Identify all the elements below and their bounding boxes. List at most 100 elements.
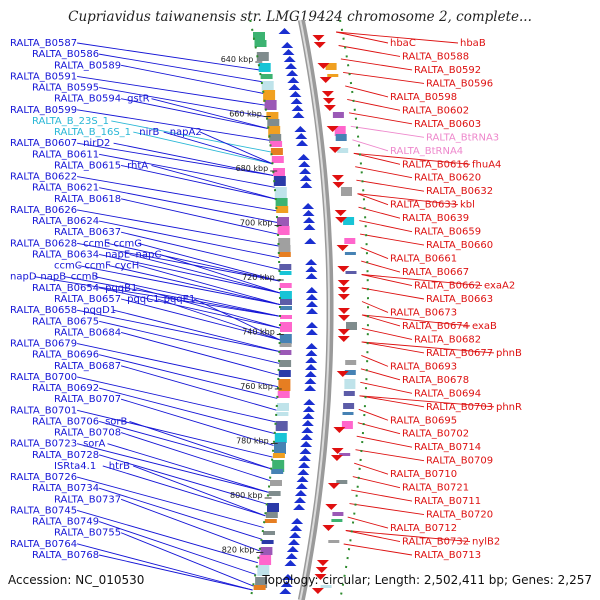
gene-label-right[interactable]: RALTA_B0677 <box>426 348 493 359</box>
gene-label-right[interactable]: RALTA_B0721 <box>402 483 469 494</box>
gene-label-left[interactable]: ccmG <box>114 238 143 249</box>
gene-label-left[interactable]: RALTA_B0707 <box>54 394 121 405</box>
gene-label-left[interactable]: RALTA_B0599 <box>10 105 77 116</box>
gene-label-right[interactable]: RALTA_B0598 <box>390 92 457 103</box>
gene-label-left[interactable]: RALTA_B0708 <box>54 428 121 439</box>
gene-label-right[interactable]: RALTA_B0588 <box>402 51 469 62</box>
gene-label-left[interactable]: RALTA_B0654 <box>32 283 99 294</box>
gene-label-right[interactable]: RALTA_BtRNA3 <box>426 132 499 143</box>
gene-label-left[interactable]: RALTA_B0586 <box>32 49 99 60</box>
gene-label-left[interactable]: RALTA_B0621 <box>32 183 99 194</box>
gene-label-right[interactable]: kbl <box>460 200 475 211</box>
gene-label-left[interactable]: RALTA_B0657 <box>54 294 121 305</box>
gene-label-left[interactable]: RALTA_B0594 <box>54 94 121 105</box>
gene-label-left[interactable]: RALTA_B0589 <box>54 60 121 71</box>
gene-label-right[interactable]: RALTA_B0694 <box>414 388 481 399</box>
gene-label-left[interactable]: RALTA_B0607 <box>10 138 77 149</box>
gene-label-right[interactable]: RALTA_B0633 <box>390 200 457 211</box>
gene-label-right[interactable]: RALTA_B0682 <box>414 334 481 345</box>
gene-label-left[interactable]: RALTA_B0624 <box>32 216 99 227</box>
gene-label-left[interactable]: RALTA_B0737 <box>54 494 121 505</box>
gene-label-right[interactable]: RALTA_B0703 <box>426 402 493 413</box>
gene-label-right[interactable]: RALTA_B0714 <box>414 442 481 453</box>
gene-label-left[interactable]: RALTA_B0745 <box>10 505 77 516</box>
gene-label-left[interactable]: ccmC <box>54 261 82 272</box>
gene-label-left[interactable]: napB <box>40 272 66 283</box>
gene-label-left[interactable]: pqqC1 <box>127 294 159 305</box>
gene-label-right[interactable]: RALTA_B0632 <box>426 186 493 197</box>
gene-label-right[interactable]: RALTA_B0678 <box>402 375 469 386</box>
gene-label-left[interactable]: RALTA_B0679 <box>10 339 77 350</box>
gene-label-left[interactable]: RALTA_B0764 <box>10 539 77 550</box>
gene-label-right[interactable]: RALTA_B0603 <box>414 119 481 130</box>
gene-label-right[interactable]: RALTA_B0660 <box>426 240 493 251</box>
gene-label-right[interactable]: RALTA_B0620 <box>414 173 481 184</box>
gene-label-right[interactable]: RALTA_B0592 <box>414 65 481 76</box>
gene-label-left[interactable]: RALTA_B0626 <box>10 205 77 216</box>
gene-label-left[interactable]: ISRta4.1 <box>54 461 96 472</box>
gene-label-right[interactable]: RALTA_B0695 <box>390 415 457 426</box>
gene-label-left[interactable]: ccmB <box>71 272 99 283</box>
gene-label-right[interactable]: RALTA_B0720 <box>426 510 493 521</box>
gene-label-left[interactable]: napD <box>10 272 37 283</box>
gene-label-left[interactable]: RALTA_B0611 <box>32 149 99 160</box>
gene-label-right[interactable]: RALTA_B0693 <box>390 361 457 372</box>
gene-label-right[interactable]: hbaB <box>460 38 486 49</box>
gene-label-right[interactable]: RALTA_B0667 <box>402 267 469 278</box>
gene-label-left[interactable]: napA2 <box>170 127 202 138</box>
gene-label-left[interactable]: RALTA_B0768 <box>32 550 99 561</box>
gene-label-left[interactable]: RALTA_B0728 <box>32 450 99 461</box>
gene-label-left[interactable]: nirB <box>139 127 159 138</box>
gene-label-right[interactable]: RALTA_B0662 <box>414 281 481 292</box>
gene-label-left[interactable]: RALTA_B0684 <box>54 327 121 338</box>
gene-label-right[interactable]: RALTA_B0661 <box>390 254 457 265</box>
gene-label-left[interactable]: pqqD1 <box>83 305 116 316</box>
gene-label-right[interactable]: RALTA_B0602 <box>402 105 469 116</box>
gene-label-right[interactable]: RALTA_B0732 <box>402 537 469 548</box>
gene-label-left[interactable]: RALTA_B0696 <box>32 350 99 361</box>
gene-label-left[interactable]: napC <box>136 249 162 260</box>
gene-label-right[interactable]: RALTA_B0674 <box>402 321 469 332</box>
gene-label-right[interactable]: RALTA_B0713 <box>414 550 481 561</box>
gene-label-right[interactable]: RALTA_B0639 <box>402 213 469 224</box>
gene-label-right[interactable]: hbaC <box>390 38 416 49</box>
gene-label-right[interactable]: exaB <box>472 321 497 332</box>
gene-label-left[interactable]: RALTA_B0622 <box>10 172 77 183</box>
gene-label-left[interactable]: RALTA_B0700 <box>10 372 77 383</box>
gene-label-right[interactable]: RALTA_B0712 <box>390 523 457 534</box>
gene-label-left[interactable]: pqqB1 <box>105 283 137 294</box>
gene-label-left[interactable]: RALTA_B0701 <box>10 405 77 416</box>
gene-label-right[interactable]: RALTA_B0663 <box>426 294 493 305</box>
gene-label-left[interactable]: RALTA_B0723 <box>10 439 77 450</box>
gene-label-left[interactable]: RALTA_B0637 <box>54 227 121 238</box>
gene-label-right[interactable]: fhuA4 <box>472 159 501 170</box>
gene-label-right[interactable]: RALTA_B0711 <box>414 496 481 507</box>
gene-label-left[interactable]: RALTA_B0749 <box>32 517 99 528</box>
gene-label-right[interactable]: phnB <box>496 348 522 359</box>
gene-label-left[interactable]: htrB <box>109 461 130 472</box>
gene-label-right[interactable]: RALTA_B0702 <box>402 429 469 440</box>
gene-label-left[interactable]: sorB <box>105 416 127 427</box>
gene-label-left[interactable]: cycH <box>115 261 139 272</box>
gene-label-right[interactable]: RALTA_B0709 <box>426 456 493 467</box>
gene-label-right[interactable]: RALTA_B0673 <box>390 307 457 318</box>
gene-label-right[interactable]: RALTA_B0710 <box>390 469 457 480</box>
gene-label-left[interactable]: RALTA_B0595 <box>32 83 99 94</box>
gene-label-right[interactable]: RALTA_B0596 <box>426 78 493 89</box>
gene-label-left[interactable]: gstR <box>127 94 149 105</box>
gene-label-right[interactable]: RALTA_BtRNA4 <box>390 146 463 157</box>
gene-label-left[interactable]: napE <box>105 249 130 260</box>
gene-label-right[interactable]: exaA2 <box>484 281 515 292</box>
gene-label-left[interactable]: RALTA_B0734 <box>32 483 99 494</box>
gene-label-left[interactable]: rhtA <box>127 160 148 171</box>
gene-label-left[interactable]: RALTA_B0587 <box>10 38 77 49</box>
gene-label-left[interactable]: RALTA_B0726 <box>10 472 77 483</box>
gene-label-left[interactable]: RALTA_B0706 <box>32 416 99 427</box>
gene-label-left[interactable]: RALTA_B_23S_1 <box>32 116 109 127</box>
gene-label-right[interactable]: RALTA_B0659 <box>414 227 481 238</box>
gene-label-left[interactable]: sorA <box>83 439 105 450</box>
gene-label-right[interactable]: nylB2 <box>472 537 500 548</box>
gene-label-left[interactable]: RALTA_B_16S_1 <box>54 127 131 138</box>
gene-label-right[interactable]: RALTA_B0616 <box>402 159 469 170</box>
